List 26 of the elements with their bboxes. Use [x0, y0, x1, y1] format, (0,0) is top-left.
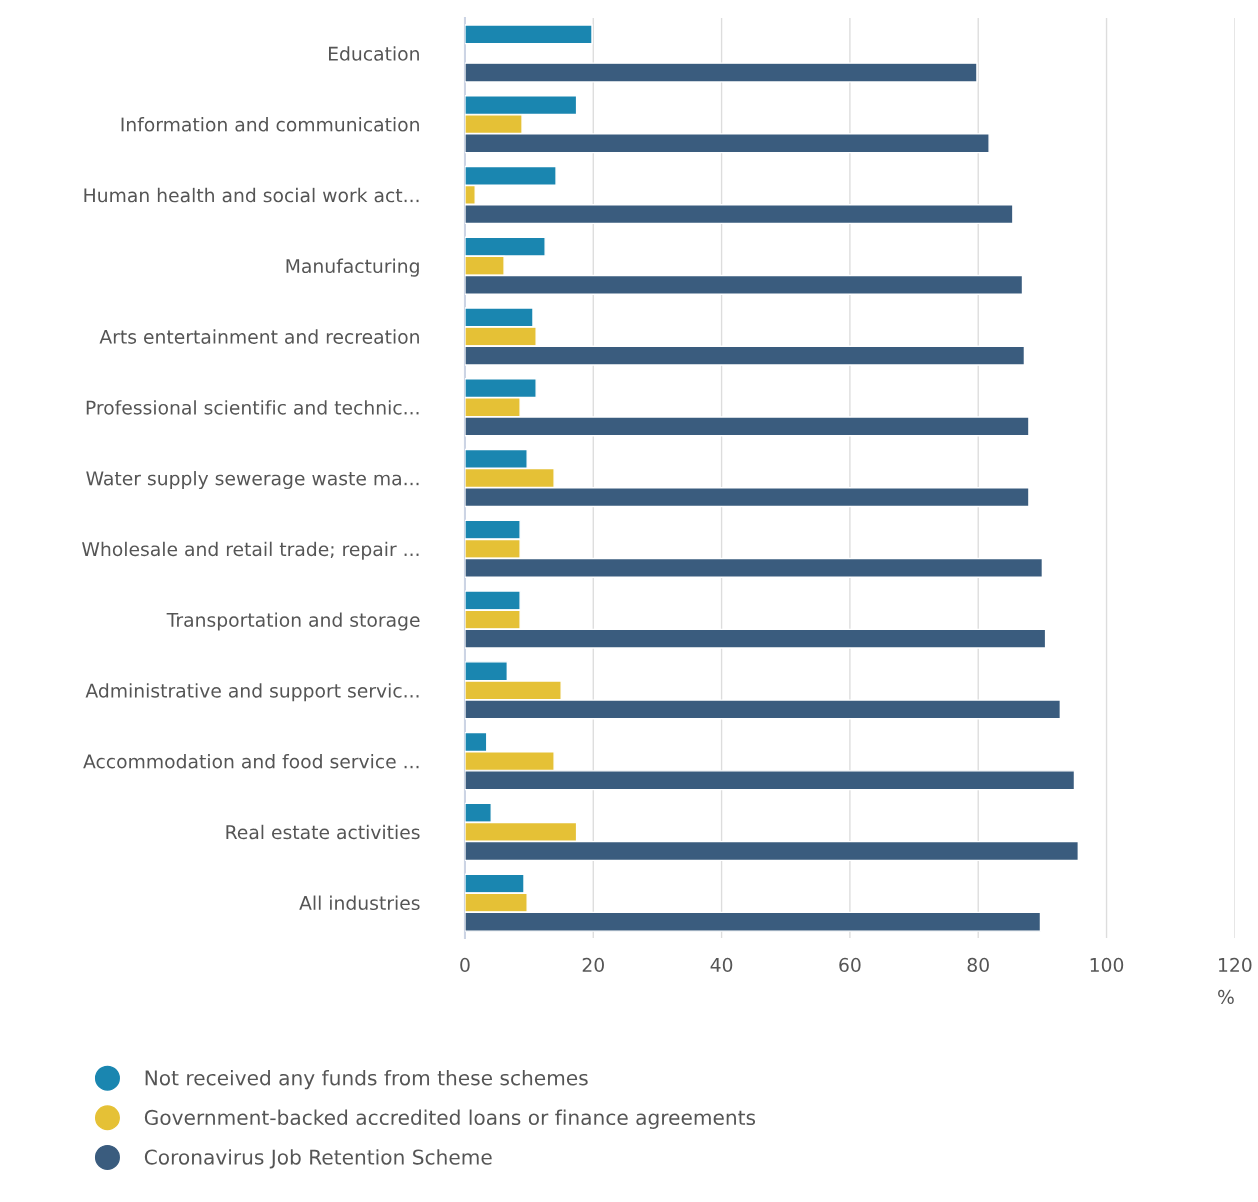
y-tick-label: Accommodation and food service ... — [83, 753, 419, 769]
x-tick-label: 40 — [710, 957, 733, 972]
y-tick-label: All industries — [299, 895, 420, 911]
y-tick-label: Water supply sewerage waste ma... — [86, 470, 419, 490]
x-tick-label: 60 — [839, 957, 861, 972]
y-tick-label: Education — [329, 46, 419, 61]
y-tick-label: Administrative and support servic... — [85, 683, 419, 702]
y-tick-label: Manufacturing — [286, 258, 419, 277]
legend-label: Not received any funds from these schemes — [145, 1069, 588, 1090]
x-tick-label: 80 — [967, 957, 989, 972]
y-tick-label: Wholesale and retail trade; repair ... — [82, 541, 419, 560]
y-tick-label: Real estate activities — [226, 824, 420, 840]
legend-label: Government-backed accredited loans or finance agreements — [144, 1109, 756, 1129]
y-tick-label: Transportation and storage — [166, 612, 420, 631]
y-tick-label: Arts entertainment and recreation — [99, 329, 419, 344]
legend-label: Coronavirus Job Retention Scheme — [144, 1149, 492, 1169]
bar — [464, 62, 978, 83]
y-tick-label: Professional scientific and technic... — [86, 400, 419, 415]
x-axis-title: % — [1218, 989, 1234, 1005]
y-tick-label: Information and communication — [121, 117, 419, 132]
x-tick-label: 120 — [1219, 957, 1252, 972]
y-tick-label: Human health and social work act... — [84, 187, 419, 203]
x-tick-label: 0 — [460, 957, 470, 972]
bar — [464, 24, 593, 45]
x-tick-label: 100 — [1090, 957, 1124, 972]
x-tick-label: 20 — [582, 957, 604, 972]
